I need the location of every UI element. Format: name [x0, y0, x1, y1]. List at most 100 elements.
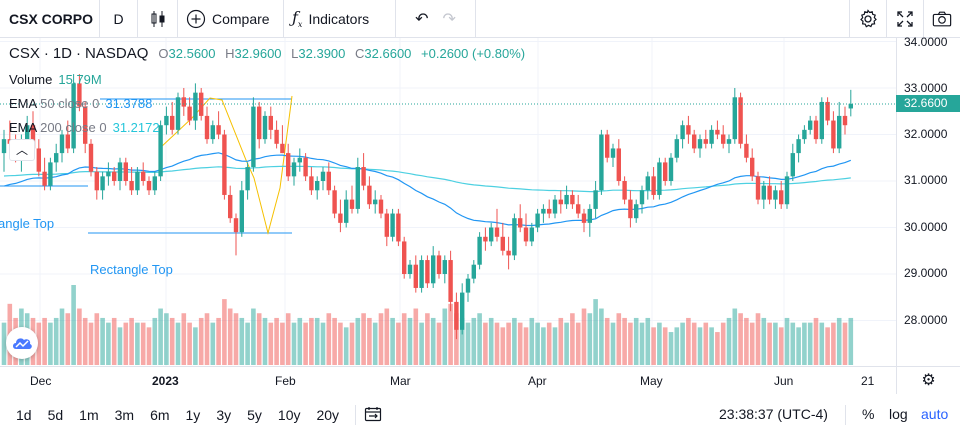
range-6m[interactable]: 6m	[150, 407, 170, 423]
candle	[674, 134, 679, 163]
range-5d[interactable]: 5d	[47, 407, 64, 423]
symbol-search-button[interactable]: CSX CORPO	[0, 0, 100, 38]
candle-body	[802, 129, 807, 140]
drawing-label-rectangle-top-2[interactable]: Rectangle Top	[90, 262, 173, 277]
fullscreen-icon	[897, 11, 913, 27]
candle-body	[228, 194, 233, 219]
volume-bar	[82, 317, 88, 365]
range-3y[interactable]: 3y	[216, 407, 232, 423]
candle-body	[529, 227, 534, 242]
candle-body	[576, 204, 581, 214]
candle	[842, 106, 848, 135]
candle	[808, 115, 813, 135]
range-3m[interactable]: 3m	[114, 407, 135, 423]
volume-bar	[709, 327, 714, 365]
candle-body	[680, 125, 685, 140]
volume-bar	[413, 308, 419, 365]
candle-body	[779, 190, 784, 205]
candle-body	[332, 190, 337, 214]
candle	[686, 115, 691, 144]
candle	[338, 199, 343, 233]
log-scale-button[interactable]: log	[889, 406, 908, 422]
volume-bar	[738, 313, 743, 365]
candle	[413, 255, 418, 293]
candle	[1, 129, 7, 172]
candle-body	[117, 162, 123, 181]
range-1m[interactable]: 1m	[79, 407, 99, 423]
candle-body	[77, 83, 82, 107]
candle-body	[94, 171, 99, 191]
candle-body	[30, 125, 36, 149]
candle-body	[628, 199, 633, 219]
volume-bar	[546, 322, 552, 365]
candle-body	[767, 185, 772, 200]
range-10y[interactable]: 10y	[277, 407, 301, 423]
legend-collapse-button[interactable]: ︿	[9, 139, 35, 161]
candle-body	[657, 162, 662, 195]
chart-type-button[interactable]	[138, 0, 178, 38]
candle-body	[367, 185, 372, 205]
volume-bar	[836, 317, 842, 365]
volume-bar	[1, 322, 7, 365]
tradingview-logo[interactable]	[6, 327, 38, 359]
volume-bar	[239, 317, 245, 365]
volume-bar	[262, 317, 268, 365]
volume-bar	[552, 327, 558, 365]
volume-bar	[36, 322, 42, 365]
candle-body	[518, 218, 523, 228]
screenshot-button[interactable]	[923, 0, 960, 38]
time-label: Mar	[390, 374, 411, 388]
candle	[315, 176, 320, 200]
compare-button[interactable]: Compare	[178, 0, 284, 38]
volume-bar	[842, 322, 848, 365]
candle-body	[315, 181, 320, 191]
candle	[216, 111, 221, 140]
candle-body	[431, 255, 436, 284]
candle	[187, 97, 192, 126]
time-axis[interactable]: Dec 2023 Feb Mar Apr May Jun 21 ⚙	[0, 366, 960, 394]
volume-bar	[523, 327, 529, 365]
percent-scale-button[interactable]: %	[862, 406, 875, 422]
timezone-clock[interactable]: 23:38:37 (UTC-4)	[719, 406, 828, 422]
candle	[477, 232, 482, 270]
volume-legend[interactable]: Volume 15.79M	[9, 72, 102, 87]
open-label: O	[158, 46, 169, 61]
candle	[465, 274, 471, 302]
cloud-chart-icon	[13, 338, 32, 349]
volume-bar	[639, 322, 645, 365]
candle	[181, 88, 186, 116]
axis-settings-button[interactable]: ⚙	[896, 367, 960, 394]
candle-body	[564, 194, 569, 205]
candle	[112, 167, 117, 186]
candle-body	[465, 278, 471, 293]
range-1d[interactable]: 1d	[16, 407, 32, 423]
candle	[390, 208, 395, 242]
volume-bar	[767, 322, 772, 365]
candle	[88, 139, 94, 177]
volume-bar	[396, 322, 401, 365]
candle-body	[344, 199, 349, 223]
interval-button[interactable]: D	[100, 0, 138, 38]
indicators-button[interactable]: ƒx Indicators	[284, 0, 396, 38]
range-20y[interactable]: 20y	[316, 407, 340, 423]
goto-date-button[interactable]	[364, 406, 382, 425]
volume-bar	[680, 322, 685, 365]
candle-body	[651, 176, 656, 195]
range-5y[interactable]: 5y	[247, 407, 262, 423]
drawing-label-rectangle-top-1[interactable]: angle Top	[0, 216, 55, 231]
range-1y[interactable]: 1y	[185, 407, 201, 423]
volume-bar	[628, 322, 633, 365]
ema200-legend[interactable]: EMA 200 close 0 31.2172	[9, 120, 160, 135]
chart-canvas[interactable]	[0, 38, 960, 366]
candle-body	[262, 115, 268, 140]
auto-scale-button[interactable]: auto	[921, 406, 949, 422]
volume-bar	[390, 317, 395, 365]
ema50-legend[interactable]: EMA 50 close 0 31.3788	[9, 96, 152, 111]
redo-icon[interactable]: ↷	[442, 10, 456, 28]
pattern-zigzag	[159, 95, 293, 235]
candle	[784, 171, 790, 209]
settings-button[interactable]	[849, 0, 886, 38]
fullscreen-button[interactable]	[886, 0, 923, 38]
undo-icon[interactable]: ↶	[415, 10, 429, 28]
candle-body	[349, 199, 355, 209]
